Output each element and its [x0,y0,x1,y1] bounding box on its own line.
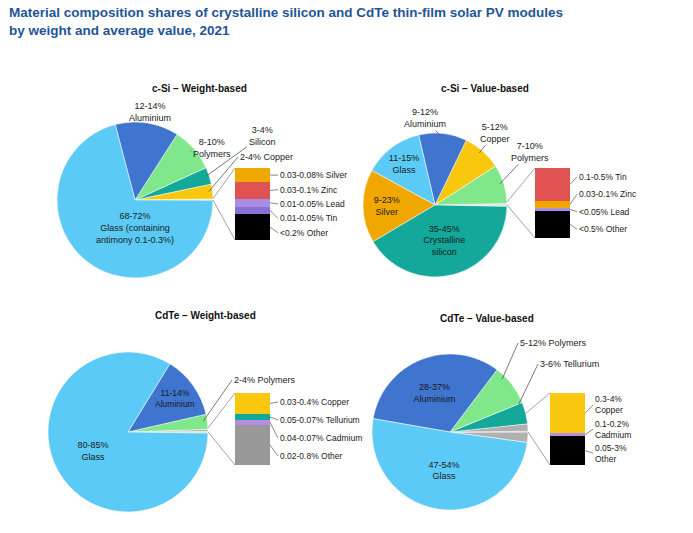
svg-text:8-10%Polymers: 8-10%Polymers [193,137,231,159]
svg-text:3-4%Silicon: 3-4%Silicon [249,125,276,147]
svg-text:2-4% Copper: 2-4% Copper [240,152,293,162]
svg-text:0.1-0.2%Cadmium: 0.1-0.2%Cadmium [595,419,631,440]
svg-text:12-14%Aluminium: 12-14%Aluminium [129,101,171,123]
svg-text:0.04-0.07% Cadmium: 0.04-0.07% Cadmium [280,433,362,443]
svg-text:CdTe – Weight-based: CdTe – Weight-based [155,310,256,321]
svg-text:Material composition shares of: Material composition shares of crystalli… [9,5,563,38]
svg-text:11-15%Glass: 11-15%Glass [389,153,419,175]
svg-text:0.02-0.8% Other: 0.02-0.8% Other [280,451,343,461]
svg-text:9-12%Aluminium: 9-12%Aluminium [404,107,446,129]
svg-text:c-Si – Value-based: c-Si – Value-based [441,83,529,94]
svg-text:CdTe – Value-based: CdTe – Value-based [440,313,534,324]
svg-text:0.05-0.07% Tellurium: 0.05-0.07% Tellurium [280,415,360,425]
svg-text:<0.2% Other: <0.2% Other [280,228,328,238]
svg-text:c-Si – Weight-based: c-Si – Weight-based [152,83,247,94]
svg-text:0.05-3%Other: 0.05-3%Other [595,443,627,464]
svg-text:35-45%Crystallinesilicon: 35-45%Crystallinesilicon [423,224,465,257]
svg-text:9-23%Silver: 9-23%Silver [374,195,400,217]
svg-text:0.03-0.08% Silver: 0.03-0.08% Silver [280,170,347,180]
svg-text:80-85%Glass: 80-85%Glass [77,440,108,462]
svg-text:0.01-0.05% Tin: 0.01-0.05% Tin [280,213,337,223]
svg-text:0.03-0.1% Zinc: 0.03-0.1% Zinc [579,189,637,199]
svg-text:0.1-0.5% Tin: 0.1-0.5% Tin [579,172,627,182]
svg-text:28-37%Aluminium: 28-37%Aluminium [414,382,456,404]
svg-text:0.01-0.05% Lead: 0.01-0.05% Lead [280,199,345,209]
svg-text:5-12% Polymers: 5-12% Polymers [520,338,587,348]
svg-text:<0.5% Other: <0.5% Other [579,224,627,234]
svg-text:47-54%Glass: 47-54%Glass [429,460,460,482]
svg-text:0.03-0.4% Copper: 0.03-0.4% Copper [280,397,349,407]
svg-text:0.3-4%Copper: 0.3-4%Copper [595,394,623,415]
svg-text:2-4% Polymers: 2-4% Polymers [234,375,296,385]
svg-text:0.03-0.1% Zinc: 0.03-0.1% Zinc [280,185,338,195]
svg-text:7-10%Polymers: 7-10%Polymers [511,141,549,163]
svg-text:5-12%Copper: 5-12%Copper [480,122,510,144]
svg-text:3-6% Tellurium: 3-6% Tellurium [540,359,599,369]
svg-text:11-14%Aluminium: 11-14%Aluminium [155,388,195,409]
svg-text:68-72%Glass (containingantimon: 68-72%Glass (containingantimony 0.1-0.3%… [96,211,174,244]
svg-text:<0.05% Lead: <0.05% Lead [579,207,630,217]
